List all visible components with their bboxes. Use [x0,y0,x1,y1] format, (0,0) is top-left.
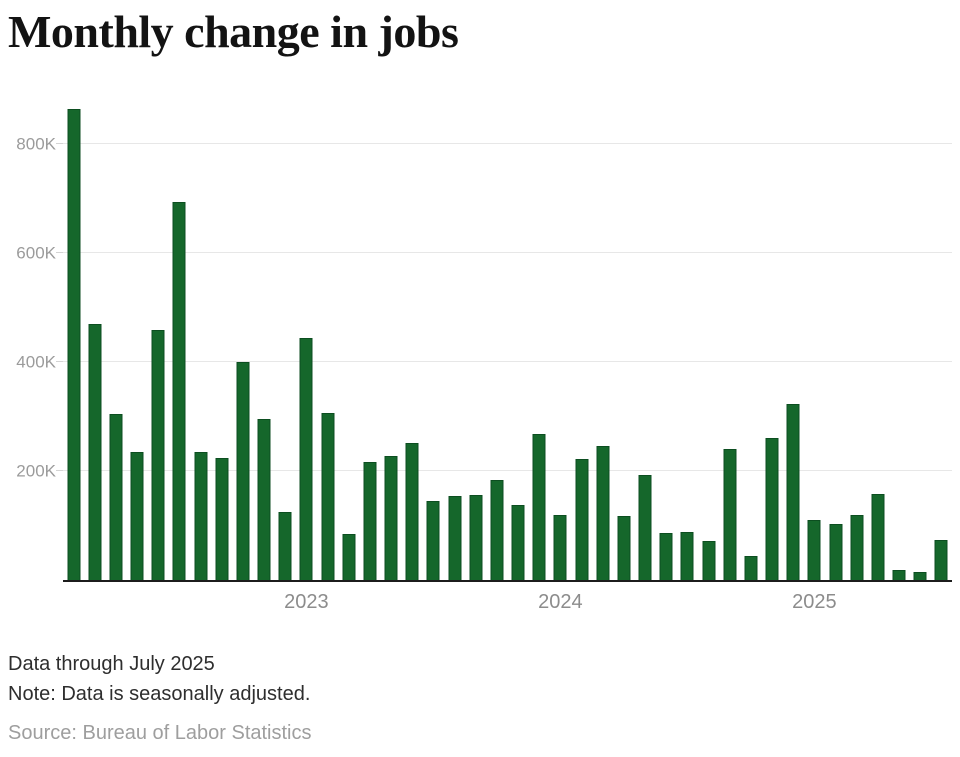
bar-jun-2022 [151,329,165,580]
y-axis-tickmark-800k [56,143,63,145]
chart-footer: Data through July 2025 Note: Data is sea… [8,649,312,748]
gridline-200k [63,470,952,472]
bar-aug-2022 [194,452,208,580]
bar-apr-2024 [617,515,631,580]
bar-jun-2025 [913,572,927,580]
y-axis-tickmark-200k [56,470,63,472]
bar-sep-2023 [469,494,483,580]
bar-aug-2024 [702,541,716,580]
y-axis-ticks [56,90,63,580]
bar-oct-2022 [236,362,250,580]
bar-feb-2025 [829,524,843,580]
bar-may-2025 [892,569,906,580]
bar-jul-2024 [680,532,694,580]
bar-dec-2023 [532,433,546,580]
bar-jan-2024 [553,515,567,580]
plot-area [63,90,952,582]
bar-mar-2022 [88,324,102,580]
bar-jan-2023 [299,338,313,580]
y-axis-label-400k: 400K [16,352,56,372]
bar-may-2022 [130,452,144,580]
footnote-data-through: Data through July 2025 [8,653,215,675]
bar-jun-2024 [659,532,673,580]
y-axis-tickmark-400k [56,361,63,363]
bar-feb-2022 [67,109,81,580]
bar-apr-2025 [871,493,885,580]
y-axis-label-800k: 800K [16,134,56,154]
bar-apr-2022 [109,413,123,580]
bar-mar-2023 [342,533,356,580]
gridline-400k [63,361,952,363]
bar-nov-2023 [511,504,525,580]
bar-chart: 200K 400K 600K 800K 2023 2024 2025 [0,90,952,616]
bar-jan-2025 [807,519,821,580]
y-axis-label-600k: 600K [16,243,56,263]
source-credit: Source: Bureau of Labor Statistics [8,722,312,744]
gridline-600k [63,252,952,254]
y-axis-tickmark-600k [56,252,63,254]
y-axis-labels: 200K 400K 600K 800K [0,90,56,580]
bar-may-2023 [384,455,398,580]
bar-jun-2023 [405,442,419,580]
bar-mar-2024 [596,446,610,580]
bar-jul-2025 [934,540,948,580]
gridline-800k [63,143,952,145]
bar-mar-2025 [850,514,864,580]
bar-dec-2022 [278,511,292,580]
x-axis-year-label-2025: 2025 [792,591,837,613]
bar-may-2024 [638,474,652,580]
bar-dec-2024 [786,404,800,580]
bar-sep-2022 [215,457,229,580]
bar-sep-2024 [723,449,737,580]
bar-oct-2024 [744,556,758,580]
bar-feb-2024 [575,459,589,580]
x-axis-year-label-2024: 2024 [538,591,583,613]
bar-oct-2023 [490,479,504,580]
bar-feb-2023 [321,412,335,580]
bar-nov-2022 [257,419,271,580]
x-axis-year-label-2023: 2023 [284,591,329,613]
bar-jul-2022 [172,201,186,580]
footnote-seasonal-adjustment: Note: Data is seasonally adjusted. [8,683,311,705]
y-axis-label-200k: 200K [16,461,56,481]
bar-nov-2024 [765,437,779,580]
bar-aug-2023 [448,495,462,580]
bar-jul-2023 [426,501,440,580]
x-axis-labels: 2023 2024 2025 [63,592,952,616]
bar-apr-2023 [363,462,377,580]
chart-title: Monthly change in jobs [8,6,459,57]
